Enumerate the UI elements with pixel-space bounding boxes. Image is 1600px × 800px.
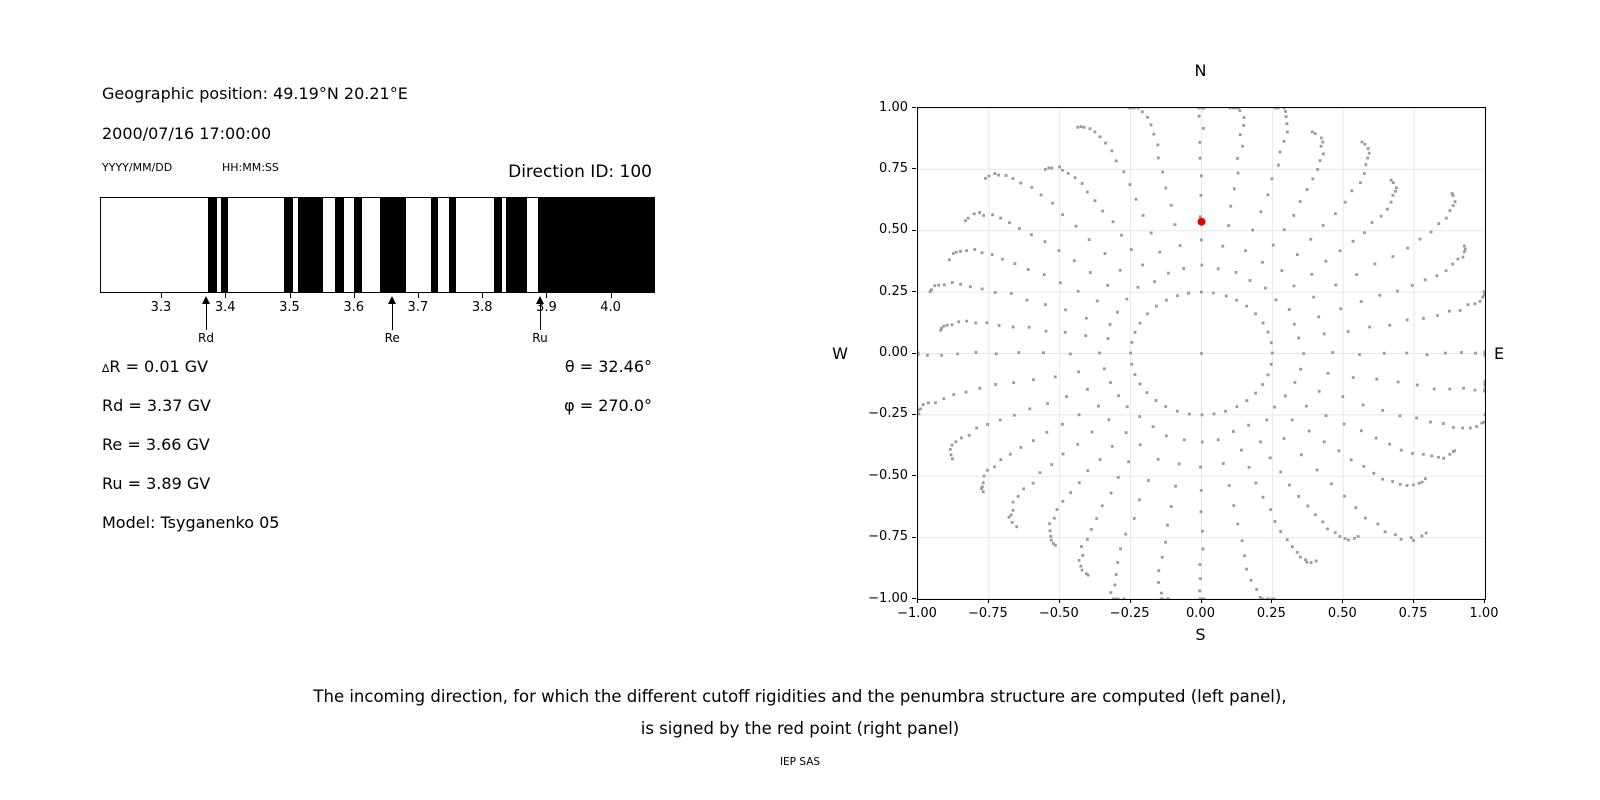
penumbra-tick-label: 3.7 xyxy=(407,300,429,315)
forbidden-band xyxy=(538,198,654,292)
delta-r-text: R = 0.01 GV xyxy=(109,357,209,376)
cutoff-arrow-head xyxy=(202,296,210,304)
y-tick-label: −0.50 xyxy=(868,467,908,483)
y-tick-mark xyxy=(912,536,916,538)
x-tick-label: −0.25 xyxy=(1109,606,1150,621)
compass-south-label: S xyxy=(1195,625,1206,644)
penumbra-tick-label: 3.5 xyxy=(279,300,300,315)
x-tick-label: −1.00 xyxy=(897,606,937,621)
cutoff-arrow-label: Ru xyxy=(532,331,548,345)
re-value: Re = 3.66 GV xyxy=(102,435,210,454)
rd-value: Rd = 3.37 GV xyxy=(102,396,211,415)
delta-r-value: ∆R = 0.01 GV xyxy=(102,357,208,378)
penumbra-tick-mark xyxy=(417,293,419,298)
forbidden-band xyxy=(448,198,456,292)
y-tick-mark xyxy=(912,413,916,415)
y-tick-mark xyxy=(912,475,916,477)
x-tick-label: 0.50 xyxy=(1327,606,1357,621)
cutoff-arrow-shaft xyxy=(540,303,541,330)
penumbra-tick-mark xyxy=(353,293,355,298)
cutoff-arrow-label: Re xyxy=(384,331,400,345)
y-tick-mark xyxy=(912,352,916,354)
y-tick-label: 0.50 xyxy=(879,222,908,238)
penumbra-tick-label: 3.6 xyxy=(343,300,365,315)
compass-east-label: E xyxy=(1494,344,1505,363)
direction-plot-dots xyxy=(916,106,1487,601)
cutoff-arrow-head xyxy=(536,296,544,304)
model-name: Model: Tsyganenko 05 xyxy=(102,513,280,532)
penumbra-tick-label: 4.0 xyxy=(600,300,621,315)
caption-line-1: The incoming direction, for which the di… xyxy=(313,687,1287,706)
observation-datetime: 2000/07/16 17:00:00 xyxy=(102,124,272,143)
credit-text: IEP SAS xyxy=(779,756,821,768)
forbidden-band xyxy=(354,198,362,292)
y-tick-mark xyxy=(912,107,916,108)
forbidden-band xyxy=(208,198,218,292)
y-tick-label: −1.00 xyxy=(868,590,908,606)
forbidden-band xyxy=(297,198,324,292)
forbidden-band xyxy=(430,198,439,292)
penumbra-tick-label: 3.8 xyxy=(471,300,493,315)
y-tick-label: −0.25 xyxy=(868,406,908,422)
x-tick-label: 0.25 xyxy=(1256,606,1286,621)
forbidden-band xyxy=(494,198,502,292)
ru-value: Ru = 3.89 GV xyxy=(102,474,211,493)
penumbra-tick-mark xyxy=(161,293,162,298)
direction-plot xyxy=(916,106,1487,601)
compass-north-label: N xyxy=(1194,61,1207,80)
penumbra-tick-mark xyxy=(289,293,291,298)
y-tick-label: 1.00 xyxy=(879,99,908,115)
penumbra-tick-label: 3.4 xyxy=(214,300,236,315)
penumbra-plot xyxy=(100,197,655,293)
forbidden-band xyxy=(380,198,407,292)
y-tick-label: −0.75 xyxy=(868,529,908,545)
phi-value: φ = 270.0° xyxy=(564,396,652,415)
x-tick-label: 0.75 xyxy=(1398,606,1428,621)
red-direction-point xyxy=(1197,217,1206,226)
caption-line-2: is signed by the red point (right panel) xyxy=(640,719,960,738)
cutoff-arrow-shaft xyxy=(206,303,207,330)
geo-position-text: Geographic position: 49.19°N 20.21°E xyxy=(102,84,408,103)
penumbra-cutoff-markers: Rd Re Ru xyxy=(100,293,653,353)
y-tick-mark xyxy=(912,168,916,170)
delta-symbol: ∆ xyxy=(102,362,110,375)
forbidden-band xyxy=(335,198,344,292)
x-tick-label: −0.75 xyxy=(967,606,1008,621)
penumbra-bands xyxy=(101,198,654,292)
y-tick-label: 0.00 xyxy=(879,345,908,360)
cutoff-arrow-shaft xyxy=(392,303,394,330)
theta-value: θ = 32.46° xyxy=(564,357,652,376)
time-format-hint: HH:MM:SS xyxy=(222,161,279,174)
penumbra-tick-mark xyxy=(225,293,227,298)
penumbra-tick-mark xyxy=(482,293,484,298)
y-tick-label: 0.75 xyxy=(879,160,908,176)
penumbra-tick-mark xyxy=(610,293,612,298)
cutoff-arrow-head xyxy=(388,296,397,304)
forbidden-band xyxy=(220,198,229,292)
y-tick-mark xyxy=(912,229,916,231)
y-tick-label: 0.25 xyxy=(879,283,908,299)
x-tick-label: −0.50 xyxy=(1038,606,1079,621)
compass-west-label: W xyxy=(832,344,848,363)
penumbra-tick-label: 3.3 xyxy=(150,300,172,315)
penumbra-tick-mark xyxy=(546,293,548,298)
y-tick-mark xyxy=(912,291,916,293)
cutoff-arrow-label: Rd xyxy=(198,331,214,345)
x-tick-label: 1.00 xyxy=(1469,606,1499,621)
date-format-hint: YYYY/MM/DD xyxy=(102,161,173,174)
direction-id-text: Direction ID: 100 xyxy=(508,162,652,182)
y-tick-mark xyxy=(912,598,916,599)
forbidden-band xyxy=(284,198,293,292)
x-tick-label: 0.00 xyxy=(1186,606,1215,621)
forbidden-band xyxy=(506,198,528,292)
